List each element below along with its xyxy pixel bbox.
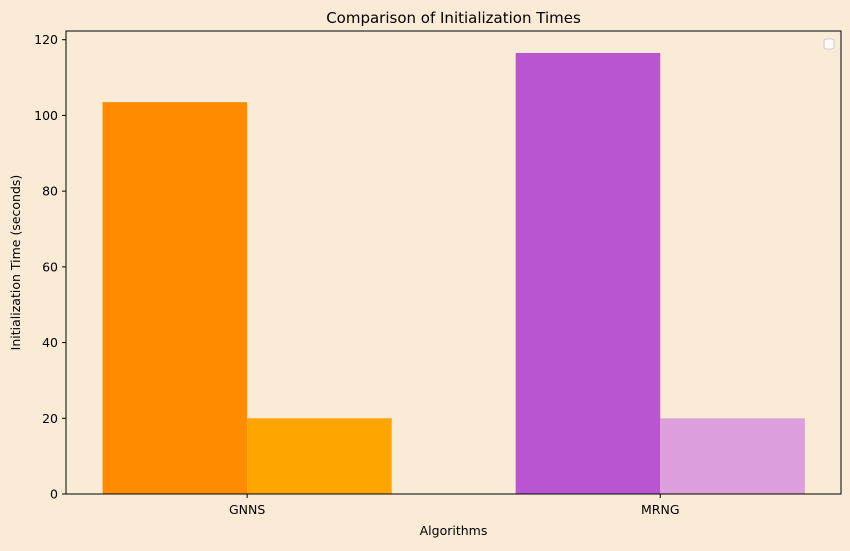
axes-layer (65, 30, 842, 495)
bar-mrng-2 (660, 418, 805, 494)
y-tick-label: 40 (42, 335, 58, 350)
y-tick-label: 100 (34, 108, 58, 123)
axes-frame (65, 30, 842, 495)
ticks-layer: 0 20 40 60 80 100 120 GNNS MRNG (34, 32, 679, 517)
y-tick-label: 120 (34, 32, 58, 47)
y-tick-label: 0 (50, 487, 58, 502)
y-tick-label: 20 (42, 411, 58, 426)
bar-gnns-1 (102, 102, 248, 495)
chart-title: Comparison of Initialization Times (326, 9, 581, 27)
y-axis-title: Initialization Time (seconds) (8, 175, 23, 351)
legend-box (823, 38, 835, 50)
x-axis-title: Algorithms (420, 523, 488, 538)
x-tick-label: GNNS (229, 502, 265, 517)
bars-layer (102, 52, 805, 495)
x-tick-label: MRNG (641, 502, 680, 517)
bar-gnns-2 (247, 418, 392, 494)
y-tick-label: 60 (42, 259, 58, 274)
y-tick-label: 80 (42, 184, 58, 199)
bar-mrng-1 (515, 52, 661, 494)
